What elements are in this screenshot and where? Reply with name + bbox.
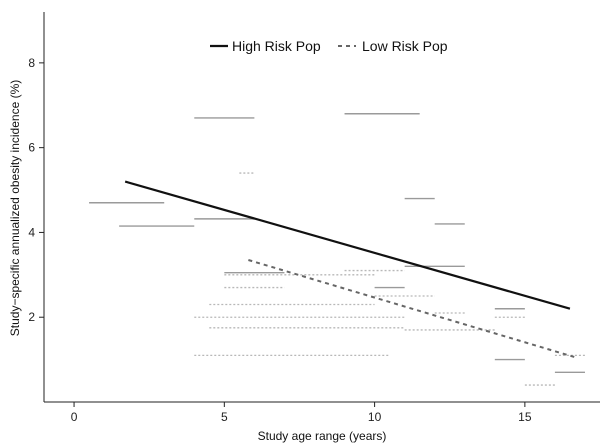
x-tick-label: 10: [368, 410, 382, 424]
y-tick-label: 2: [28, 310, 35, 324]
x-tick-label: 15: [518, 410, 532, 424]
trend-lines: [124, 180, 577, 359]
x-tick-label: 5: [221, 410, 228, 424]
legend: High Risk Pop Low Risk Pop: [210, 38, 448, 54]
study-range-lines: [89, 113, 585, 386]
legend-label-high-risk: High Risk Pop: [232, 38, 321, 54]
trend-line-low-risk: [248, 259, 577, 359]
y-tick-label: 4: [28, 225, 35, 239]
x-axis-ticks: 0 5 10 15: [71, 402, 532, 424]
y-axis-label: Study−specific annualized obesity incide…: [8, 80, 22, 336]
y-tick-label: 6: [28, 141, 35, 155]
trend-line-high-risk: [124, 180, 571, 310]
x-tick-label: 0: [71, 410, 78, 424]
x-axis-label: Study age range (years): [258, 429, 387, 443]
y-axis-ticks: 2 4 6 8: [28, 56, 44, 324]
legend-label-low-risk: Low Risk Pop: [362, 38, 448, 54]
y-tick-label: 8: [28, 56, 35, 70]
